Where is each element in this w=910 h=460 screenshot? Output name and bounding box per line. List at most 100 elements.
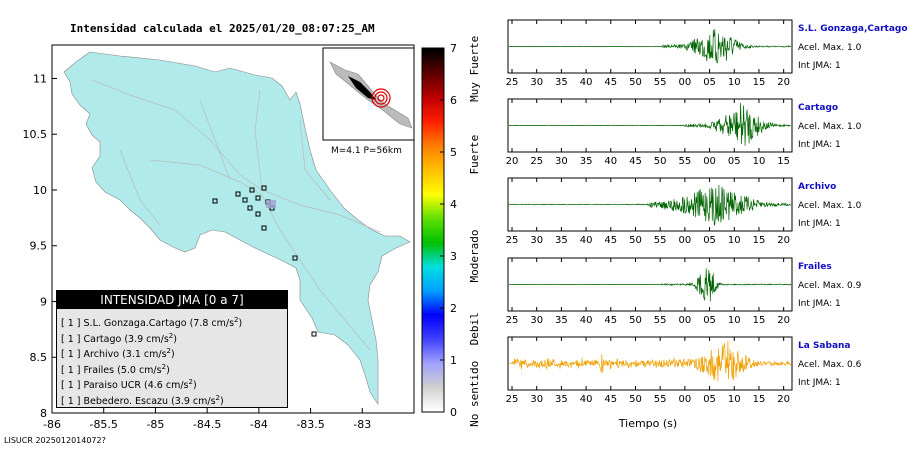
- waveform-tick-label: 45: [604, 235, 617, 246]
- colorbar-band: [422, 149, 444, 153]
- colorbar-band: [422, 66, 444, 70]
- colorbar-band: [422, 136, 444, 140]
- legend-station: Paraiso UCR: [83, 380, 145, 392]
- trace-station-name: Cartago: [798, 103, 839, 113]
- colorbar-band: [422, 154, 444, 158]
- colorbar-band: [422, 240, 444, 244]
- trace-acel-max: Acel. Max. 0.6: [798, 360, 862, 370]
- map-y-tick-label: 9: [40, 295, 47, 308]
- legend-value-sup: 2: [234, 316, 239, 324]
- colorbar-band: [422, 308, 444, 312]
- map-y-tick-label: 8: [40, 407, 47, 420]
- colorbar-band: [422, 170, 444, 174]
- colorbar-band: [422, 139, 444, 143]
- colorbar-band: [422, 79, 444, 83]
- colorbar-band: [422, 214, 444, 218]
- colorbar-band: [422, 282, 444, 286]
- waveform-tick-label: 25: [506, 77, 519, 88]
- colorbar-band: [422, 347, 444, 351]
- colorbar-band: [422, 391, 444, 395]
- colorbar-band: [422, 191, 444, 195]
- colorbar-band: [422, 209, 444, 213]
- colorbar-band: [422, 383, 444, 387]
- waveform-trace: [508, 184, 792, 226]
- colorbar-band: [422, 310, 444, 314]
- waveform-frame: [507, 336, 793, 391]
- colorbar-band: [422, 183, 444, 187]
- waveform-tick-label: 30: [530, 394, 543, 405]
- colorbar-category: Debil: [468, 312, 481, 345]
- trace-int-jma: Int JMA: 1: [798, 61, 841, 71]
- colorbar-band: [422, 352, 444, 356]
- waveform-tick-label: 40: [580, 315, 593, 326]
- map-y-tick-label: 10: [33, 184, 47, 197]
- waveform-tick-label: 05: [703, 315, 716, 326]
- colorbar-band: [422, 227, 444, 231]
- colorbar-band: [422, 393, 444, 397]
- waveform-tick-label: 45: [604, 315, 617, 326]
- colorbar-band: [422, 295, 444, 299]
- legend-value-close: ): [173, 333, 177, 345]
- colorbar-category: Fuerte: [468, 135, 481, 175]
- map-x-axis: -86 -85.5 -85 -84.5 -84 -83.5 -83: [43, 408, 371, 431]
- colorbar-band: [422, 113, 444, 117]
- colorbar-band: [422, 258, 444, 262]
- legend-item: [ 1 ] Bebedero. Escazu (3.9 cm/s2): [61, 391, 287, 407]
- waveform-tick-label: 15: [753, 235, 766, 246]
- colorbar-band: [422, 373, 444, 377]
- legend-value-close: ): [166, 364, 170, 376]
- trace-station-name: La Sabana: [798, 341, 851, 351]
- trace-int-jma: Int JMA: 1: [798, 299, 841, 309]
- legend-value-close: ): [192, 380, 197, 392]
- colorbar-band: [422, 357, 444, 361]
- legend-value-sup: 2: [215, 393, 220, 402]
- colorbar-band: [422, 76, 444, 80]
- colorbar-band: [422, 232, 444, 236]
- colorbar-band: [422, 188, 444, 192]
- colorbar-band: [422, 323, 444, 327]
- colorbar-band: [422, 279, 444, 283]
- colorbar-band: [422, 123, 444, 127]
- colorbar-band: [422, 271, 444, 275]
- waveform-tick-label: 25: [506, 235, 519, 246]
- colorbar-band: [422, 196, 444, 200]
- waveform-trace: [508, 268, 792, 302]
- colorbar-band: [422, 201, 444, 205]
- waveform-tick-label: 55: [654, 394, 667, 405]
- colorbar-band: [422, 409, 444, 413]
- legend-value-sup: 2: [168, 331, 174, 340]
- colorbar-tick-label: 0: [450, 406, 457, 419]
- waveform-tick-label: 05: [703, 394, 716, 405]
- colorbar-band: [422, 141, 444, 145]
- colorbar-band: [422, 349, 444, 353]
- colorbar-tick-label: 1: [450, 354, 457, 367]
- waveform-tick-label: 15: [753, 77, 766, 88]
- legend-jma: [ 1 ]: [61, 395, 81, 407]
- map-x-tick-label: -85: [146, 418, 164, 431]
- legend-item: [ 1 ] Paraiso UCR (4.6 cm/s2): [61, 375, 287, 391]
- waveform-tick-label: 20: [777, 315, 790, 326]
- waveform-tick-label: 05: [703, 235, 716, 246]
- colorbar-band: [422, 118, 444, 122]
- colorbar-band: [422, 297, 444, 301]
- trace-station-name: Archivo: [798, 182, 837, 192]
- waveform-tick-label: 00: [679, 315, 692, 326]
- colorbar-category: No sentido: [468, 361, 481, 427]
- colorbar-band: [422, 219, 444, 223]
- legend-item: [ 1 ] S.L. Gonzaga.Cartago (7.8 cm/s2): [61, 313, 287, 329]
- legend-value-close: ): [238, 318, 243, 330]
- colorbar-band: [422, 365, 444, 369]
- trace-acel-max: Acel. Max. 0.9: [798, 281, 862, 291]
- colorbar-categories: No sentido Debil Moderado Fuerte Muy Fuerte: [468, 36, 481, 427]
- colorbar-frame: [421, 47, 445, 413]
- waveform-tick-label: 40: [604, 156, 617, 167]
- colorbar-band: [422, 152, 444, 156]
- map-y-tick-label: 8.5: [30, 351, 48, 364]
- trace-int-jma: Int JMA: 1: [798, 140, 841, 150]
- colorbar-band: [422, 336, 444, 340]
- colorbar-band: [422, 92, 444, 96]
- colorbar-band: [422, 339, 444, 343]
- map-x-tick-label: -84.5: [193, 418, 221, 431]
- waveform-tick-label: 30: [555, 156, 568, 167]
- waveform-tick-label: 40: [580, 235, 593, 246]
